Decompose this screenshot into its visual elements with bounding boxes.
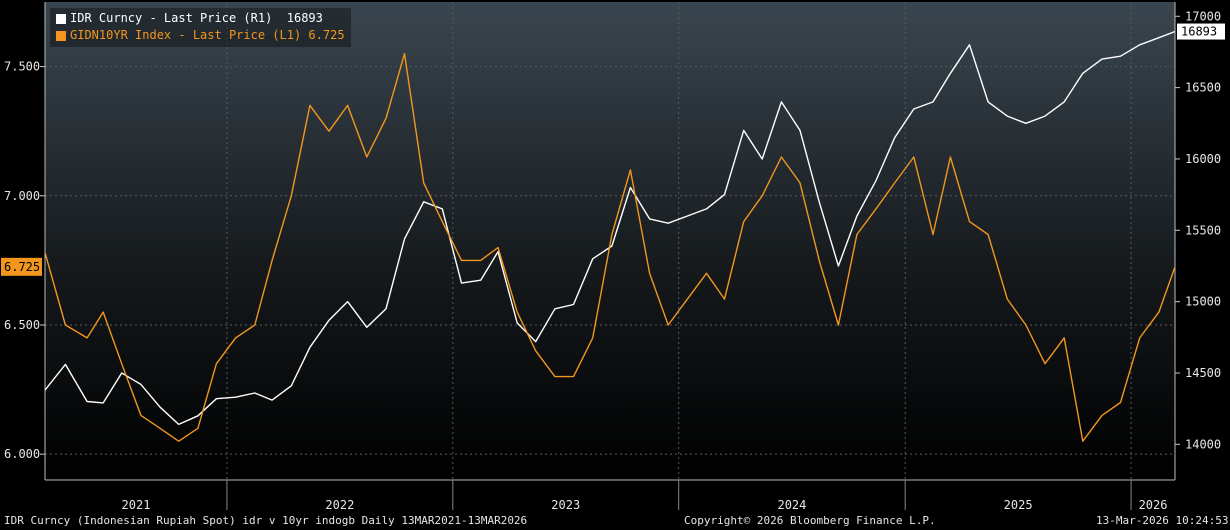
- legend-label-yield: GIDN10YR Index - Last Price (L1): [70, 28, 302, 42]
- year-label: 2021: [122, 498, 151, 512]
- last-value-text-right: 16893: [1181, 25, 1217, 39]
- left-tick-label: 6.000: [4, 447, 40, 461]
- year-label: 2024: [777, 498, 806, 512]
- series-layer: [45, 30, 1175, 442]
- left-tick-label: 6.500: [4, 318, 40, 332]
- last-value-badges: 6.725 16893: [1, 23, 1225, 276]
- series-line-yield: [45, 53, 1175, 442]
- legend-value-idr: 16893: [286, 11, 323, 25]
- legend-swatch-idr: [56, 13, 66, 24]
- legend-swatch-yield: [56, 30, 66, 41]
- left-tick-label: 7.500: [4, 60, 40, 74]
- axes: [40, 2, 1180, 510]
- legend-item-yield: GIDN10YR Index - Last Price (L1) 6.725: [56, 27, 345, 44]
- footer-copyright: Copyright© 2026 Bloomberg Finance L.P.: [684, 514, 936, 527]
- grid: [45, 2, 1175, 480]
- year-label: 2025: [1004, 498, 1033, 512]
- year-label: 2026: [1139, 498, 1168, 512]
- right-tick-label: 17000: [1185, 9, 1221, 23]
- year-label: 2022: [325, 498, 354, 512]
- right-tick-label: 14500: [1185, 366, 1221, 380]
- legend-value-yield: 6.725: [308, 28, 345, 42]
- legend-item-idr: IDR Curncy - Last Price (R1) 16893: [56, 10, 345, 27]
- footer-description: IDR Curncy (Indonesian Rupiah Spot) idr …: [4, 514, 528, 527]
- last-value-badge-right: [1177, 23, 1225, 40]
- right-tick-label: 16000: [1185, 152, 1221, 166]
- year-label: 2023: [551, 498, 580, 512]
- right-tick-label: 15000: [1185, 295, 1221, 309]
- left-tick-label: 7.000: [4, 189, 40, 203]
- legend: IDR Curncy - Last Price (R1) 16893 GIDN1…: [50, 8, 351, 47]
- last-value-text-left: 6.725: [4, 260, 40, 274]
- right-tick-label: 15500: [1185, 223, 1221, 237]
- axis-labels: 6.000 6.500 7.000 7.500 14000 14500 15000 15500…: [4, 9, 1221, 512]
- right-tick-label: 14000: [1185, 437, 1221, 451]
- right-tick-label: 16500: [1185, 81, 1221, 95]
- legend-label-idr: IDR Curncy - Last Price (R1): [70, 11, 273, 25]
- series-line-idr: [45, 30, 1175, 426]
- last-value-badge-left: [1, 257, 42, 276]
- footer-timestamp: 13-Mar-2026 10:24:53: [1096, 514, 1229, 527]
